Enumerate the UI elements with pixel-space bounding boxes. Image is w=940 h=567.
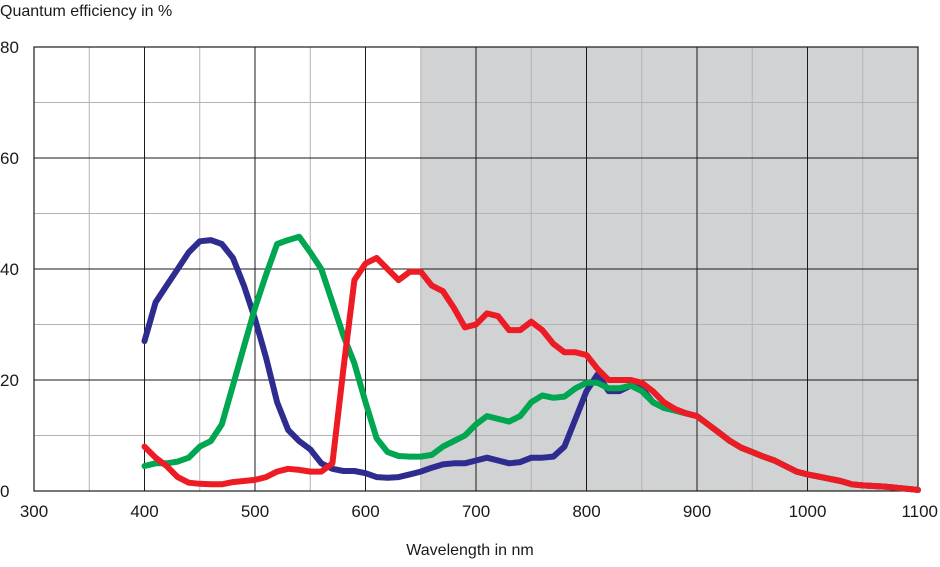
y-tick-label: 60 <box>0 149 19 168</box>
x-tick-label: 300 <box>20 502 48 521</box>
x-tick-label: 1100 <box>901 502 938 521</box>
x-tick-label: 400 <box>130 502 158 521</box>
x-tick-label: 800 <box>572 502 600 521</box>
y-tick-label: 80 <box>0 38 19 57</box>
x-tick-label: 1000 <box>789 502 827 521</box>
y-tick-label: 20 <box>0 371 19 390</box>
y-tick-label: 0 <box>0 482 9 501</box>
y-axis-label: Quantum efficiency in % <box>0 3 173 20</box>
x-axis-label: Wavelength in nm <box>406 542 534 559</box>
plot-frame <box>33 46 919 492</box>
series-line-3 <box>141 254 921 493</box>
x-tick-label: 900 <box>683 502 711 521</box>
x-tick-label: 500 <box>241 502 269 521</box>
y-tick-label: 40 <box>0 260 19 279</box>
x-tick-label: 600 <box>351 502 379 521</box>
x-tick-label: 700 <box>462 502 490 521</box>
